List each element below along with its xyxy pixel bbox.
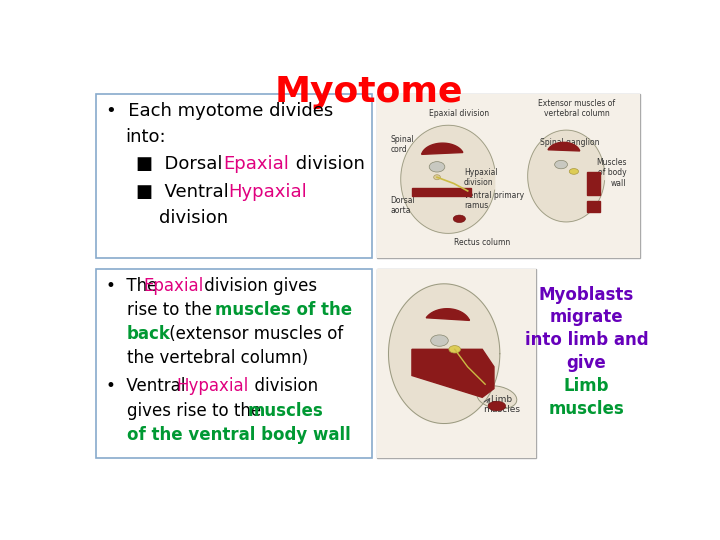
- Polygon shape: [587, 172, 600, 195]
- Text: gives rise to the: gives rise to the: [127, 402, 266, 420]
- Text: (extensor muscles of: (extensor muscles of: [164, 325, 343, 343]
- Text: Epaxial division: Epaxial division: [428, 109, 489, 118]
- Polygon shape: [426, 309, 469, 320]
- Text: migrate: migrate: [550, 308, 624, 326]
- Text: the vertebral column): the vertebral column): [127, 349, 308, 367]
- Polygon shape: [412, 349, 494, 397]
- Text: Epaxial: Epaxial: [143, 277, 204, 295]
- Text: rise to the: rise to the: [127, 301, 217, 319]
- Text: into:: into:: [125, 128, 166, 146]
- Text: muscles of the: muscles of the: [215, 301, 352, 319]
- Text: of the ventral body wall: of the ventral body wall: [127, 426, 351, 444]
- Polygon shape: [401, 125, 495, 233]
- Text: Muscles
of body
wall: Muscles of body wall: [596, 158, 626, 187]
- Ellipse shape: [488, 401, 505, 411]
- FancyBboxPatch shape: [377, 94, 639, 258]
- Text: back: back: [127, 325, 171, 343]
- Text: Myoblasts: Myoblasts: [539, 286, 634, 303]
- Text: ■  Ventral: ■ Ventral: [136, 183, 235, 201]
- Text: division: division: [158, 209, 228, 227]
- Text: ■  Dorsal: ■ Dorsal: [136, 155, 228, 173]
- Text: Myotome: Myotome: [275, 75, 463, 109]
- Text: Spinal
cord: Spinal cord: [390, 135, 414, 154]
- Text: division: division: [289, 155, 364, 173]
- Text: •  Ventral: • Ventral: [106, 377, 190, 395]
- Ellipse shape: [429, 161, 445, 172]
- Ellipse shape: [433, 175, 441, 180]
- Ellipse shape: [477, 386, 517, 409]
- Polygon shape: [422, 143, 463, 154]
- Text: Limb: Limb: [564, 377, 609, 395]
- Ellipse shape: [570, 168, 578, 174]
- Text: muscles: muscles: [549, 400, 624, 418]
- Text: Hypaxial: Hypaxial: [228, 183, 307, 201]
- FancyBboxPatch shape: [377, 268, 536, 458]
- Text: •  Each myotome divides: • Each myotome divides: [106, 102, 333, 120]
- Text: •  The: • The: [106, 277, 162, 295]
- Ellipse shape: [554, 160, 567, 169]
- Text: Limb
muscles: Limb muscles: [483, 395, 520, 415]
- Ellipse shape: [449, 346, 461, 353]
- Text: Spinal ganglion: Spinal ganglion: [540, 138, 600, 147]
- Text: Extensor muscles of
vertebral column: Extensor muscles of vertebral column: [538, 99, 616, 118]
- Ellipse shape: [431, 335, 449, 346]
- Polygon shape: [587, 201, 600, 212]
- Text: give: give: [567, 354, 606, 372]
- Text: muscles: muscles: [248, 402, 324, 420]
- Ellipse shape: [453, 215, 465, 222]
- Polygon shape: [389, 284, 500, 423]
- Text: into limb and: into limb and: [525, 331, 649, 349]
- Text: Hypaxial
division: Hypaxial division: [464, 168, 498, 187]
- Text: Hypaxial: Hypaxial: [176, 377, 248, 395]
- Text: Dorsal
aorta: Dorsal aorta: [390, 195, 415, 215]
- Text: Epaxial: Epaxial: [222, 155, 289, 173]
- Text: Rectus column: Rectus column: [454, 239, 510, 247]
- Polygon shape: [528, 130, 605, 222]
- Polygon shape: [412, 187, 470, 196]
- Text: division: division: [244, 377, 318, 395]
- Text: Ventral primary
ramus: Ventral primary ramus: [464, 191, 524, 210]
- Polygon shape: [548, 143, 580, 151]
- Text: division gives: division gives: [199, 277, 318, 295]
